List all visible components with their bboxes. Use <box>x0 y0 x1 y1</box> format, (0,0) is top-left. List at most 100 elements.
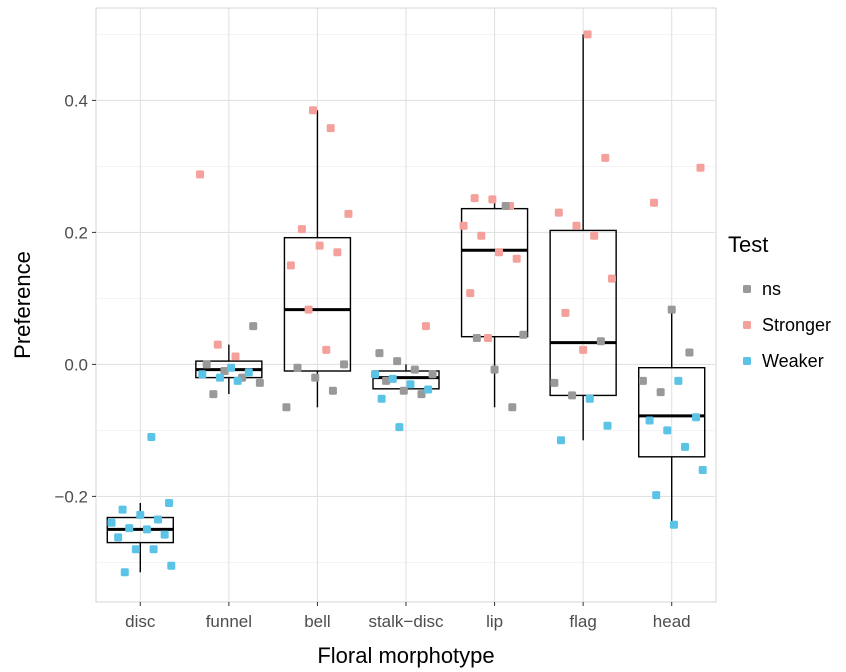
data-point-ns <box>293 363 302 372</box>
legend-key-weaker <box>743 357 751 365</box>
data-point-weaker <box>681 442 689 451</box>
data-point-weaker <box>136 510 145 519</box>
data-point-stronger <box>315 241 324 250</box>
data-point-stronger <box>231 352 240 361</box>
legend: Test ns Stronger Weaker <box>728 232 831 371</box>
grid-lines <box>96 8 716 602</box>
data-point-stronger <box>696 163 705 172</box>
x-tick-label: lip <box>486 612 503 631</box>
data-point-stronger <box>309 106 317 115</box>
data-point-stronger <box>459 221 468 230</box>
data-point-weaker <box>198 370 207 379</box>
data-point-ns <box>202 360 211 369</box>
data-point-weaker <box>149 545 158 554</box>
data-point-weaker <box>107 518 116 527</box>
data-point-ns <box>410 365 419 374</box>
data-point-ns <box>519 330 528 339</box>
x-tick-label: funnel <box>206 612 252 631</box>
data-point-ns <box>656 388 665 397</box>
data-point-stronger <box>470 194 479 203</box>
box-3 <box>283 236 352 372</box>
data-point-weaker <box>424 385 433 394</box>
data-point-weaker <box>371 370 379 379</box>
data-point-ns <box>382 376 391 385</box>
data-point-weaker <box>652 491 661 500</box>
data-point-weaker <box>698 466 707 474</box>
x-tick-label: bell <box>304 612 330 631</box>
data-point-ns <box>328 386 337 395</box>
data-point-stronger <box>488 195 497 204</box>
data-point-weaker <box>377 394 386 403</box>
data-point-weaker <box>227 363 236 372</box>
data-point-weaker <box>603 421 612 430</box>
y-tick-label: −0.2 <box>54 487 88 506</box>
data-point-weaker <box>233 376 242 385</box>
data-point-ns <box>375 349 384 358</box>
legend-label-weaker: Weaker <box>762 351 824 371</box>
data-point-stronger <box>344 209 353 218</box>
data-point-stronger <box>650 198 658 207</box>
data-point-ns <box>282 403 291 412</box>
data-point-stronger <box>601 153 610 162</box>
data-point-stronger <box>286 261 295 270</box>
data-point-weaker <box>125 524 134 533</box>
data-point-ns <box>311 373 320 382</box>
data-point-weaker <box>118 505 127 514</box>
data-point-stronger <box>326 124 335 133</box>
y-tick-label: 0.4 <box>64 91 88 110</box>
data-point-weaker <box>216 373 224 382</box>
data-point-weaker <box>663 426 672 435</box>
data-point-weaker <box>154 515 162 524</box>
data-point-ns <box>550 378 559 387</box>
data-point-stronger <box>512 254 521 263</box>
x-tick-label: head <box>653 612 691 631</box>
data-point-stronger <box>333 248 342 257</box>
x-axis-title: Floral morphotype <box>317 643 494 668</box>
data-point-weaker <box>669 520 678 529</box>
data-point-ns <box>490 365 499 374</box>
data-point-ns <box>249 322 258 331</box>
data-point-stronger <box>322 345 331 354</box>
data-point-stronger <box>607 274 616 283</box>
data-point-stronger <box>304 305 313 314</box>
data-point-ns <box>638 376 647 385</box>
y-axis-title: Preference <box>10 251 35 359</box>
box-5 <box>460 207 529 338</box>
data-point-stronger <box>561 308 570 317</box>
x-tick-label: disc <box>125 612 156 631</box>
data-point-stronger <box>297 225 306 234</box>
data-point-stronger <box>495 248 503 257</box>
data-point-weaker <box>165 499 174 507</box>
data-point-weaker <box>674 376 683 385</box>
data-point-ns <box>568 391 577 400</box>
data-point-stronger <box>421 322 430 331</box>
data-point-ns <box>667 305 676 314</box>
legend-key-stronger <box>743 321 751 329</box>
legend-title: Test <box>728 232 768 257</box>
data-point-weaker <box>406 380 415 389</box>
data-point-ns <box>399 386 408 395</box>
data-point-ns <box>340 360 348 369</box>
data-point-ns <box>508 403 517 412</box>
y-axis-ticks: −0.2 0.0 0.2 0.4 <box>54 91 96 506</box>
box-7 <box>638 367 706 458</box>
data-point-ns <box>501 202 510 210</box>
data-point-weaker <box>114 533 123 542</box>
y-tick-label: 0.2 <box>64 223 88 242</box>
data-point-ns <box>255 378 264 387</box>
data-point-weaker <box>645 416 654 425</box>
data-point-ns <box>393 357 402 366</box>
data-point-ns <box>428 370 437 379</box>
data-point-weaker <box>167 561 176 570</box>
data-point-stronger <box>583 30 592 39</box>
data-point-weaker <box>388 374 397 383</box>
data-point-weaker <box>147 433 156 441</box>
data-point-ns <box>472 334 481 342</box>
data-point-weaker <box>131 545 140 554</box>
data-point-weaker <box>557 436 565 445</box>
data-point-stronger <box>213 340 222 349</box>
y-tick-label: 0.0 <box>64 355 88 374</box>
data-point-stronger <box>466 289 475 298</box>
data-point-weaker <box>395 423 404 432</box>
